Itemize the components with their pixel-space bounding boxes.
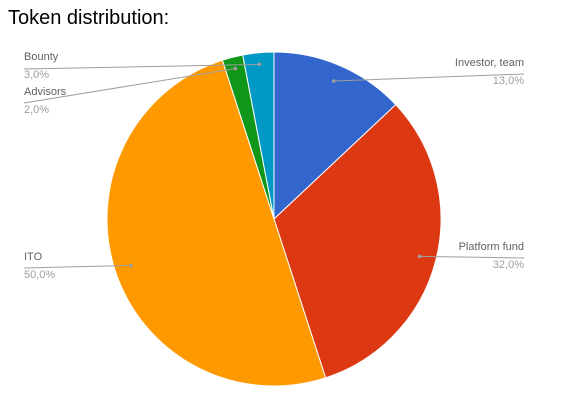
leader-dot bbox=[129, 263, 133, 268]
slice-value: 50,0% bbox=[24, 269, 55, 281]
leader-dot bbox=[331, 79, 336, 83]
leader-line bbox=[419, 255, 525, 259]
leader-line bbox=[23, 68, 236, 104]
leader-line bbox=[333, 73, 525, 82]
leader-line bbox=[23, 63, 260, 70]
slice-value: 13,0% bbox=[493, 75, 524, 87]
pie-slice bbox=[106, 59, 327, 387]
slice-value: 32,0% bbox=[493, 259, 524, 271]
pie-slice bbox=[273, 103, 442, 379]
leader-dot bbox=[417, 254, 422, 259]
slice-label: Bounty bbox=[24, 51, 59, 63]
slice-label: Platform fund bbox=[459, 241, 524, 253]
chart-title: Token distribution: bbox=[8, 7, 169, 29]
slice-label: ITO bbox=[24, 251, 43, 263]
slice-value: 3,0% bbox=[24, 69, 49, 81]
slice-value: 2,0% bbox=[24, 104, 49, 116]
slice-label: Investor, team bbox=[455, 57, 524, 69]
pie-slice bbox=[242, 51, 275, 220]
pie-slice bbox=[273, 51, 397, 221]
leader-dot bbox=[233, 66, 238, 71]
slice-label: Advisors bbox=[24, 86, 67, 98]
leader-dot bbox=[257, 62, 262, 67]
leader-line bbox=[23, 264, 132, 269]
